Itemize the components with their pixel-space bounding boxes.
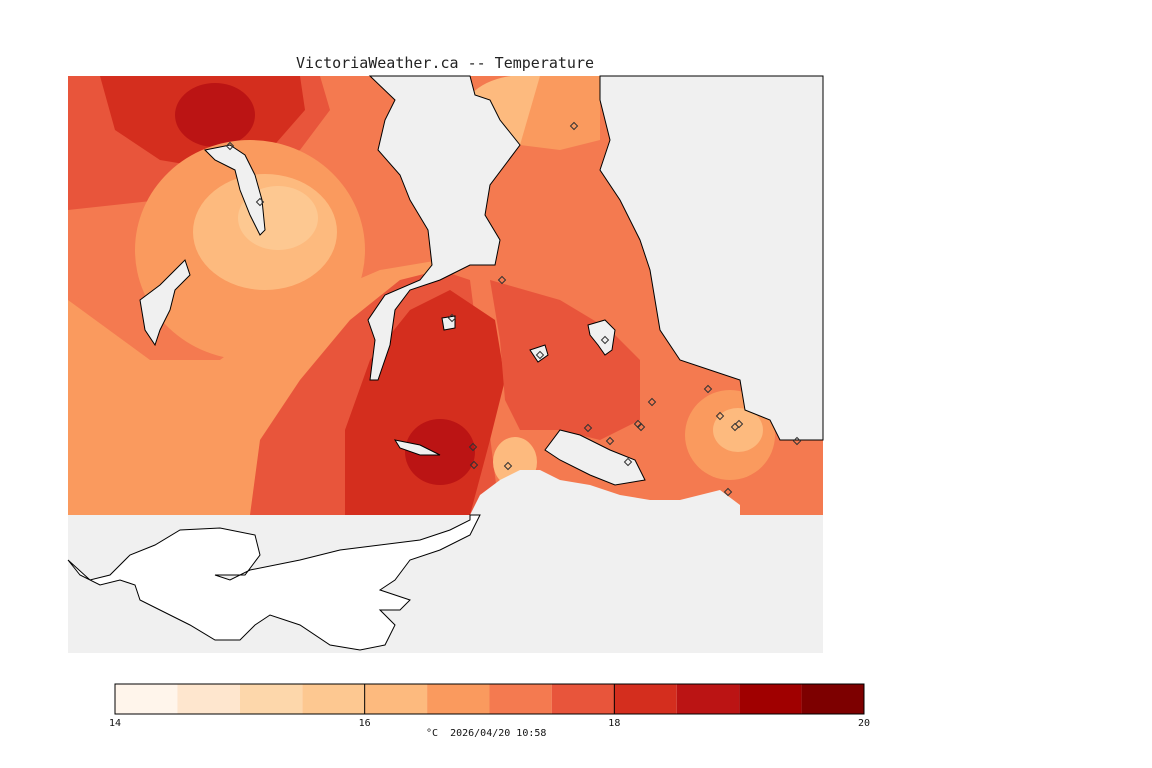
lake-prospect [529,344,549,363]
lake-elk [587,319,616,356]
colorbar-bin [676,684,740,714]
colorbar-bin [739,684,802,714]
colorbar-bin [115,684,178,714]
colorbar-bin [239,684,303,714]
station-diamond-icon[interactable] [703,384,713,394]
station-diamond-icon[interactable] [469,460,479,470]
units-timestamp-label: °C 2026/04/20 10:58 [426,728,547,739]
station-markers[interactable] [225,121,802,497]
station-diamond-icon[interactable] [569,121,579,131]
station-diamond-icon[interactable] [535,350,545,360]
station-diamond-icon[interactable] [583,423,593,433]
colorbar-tick-label: 16 [359,718,371,729]
station-diamond-icon[interactable] [503,461,513,471]
colorbar-tick-label: 18 [608,718,620,729]
colorbar-bin [427,684,490,714]
station-diamond-icon[interactable] [715,411,725,421]
lake-cowichan [203,144,266,236]
station-diamond-icon[interactable] [723,487,733,497]
olympic-peninsula-land [67,514,481,651]
station-diamond-icon[interactable] [468,442,478,452]
station-diamond-icon[interactable] [497,275,507,285]
colorbar-bin [364,684,428,714]
colorbar-bin [302,684,365,714]
station-diamond-icon[interactable] [447,313,457,323]
station-diamond-icon[interactable] [647,397,657,407]
station-diamond-icon[interactable] [605,436,615,446]
lake-sooke [393,439,441,456]
station-diamond-icon[interactable] [734,419,744,429]
colorbar-bin [614,684,677,714]
colorbar-tick-label: 20 [858,718,870,729]
colorbar-bin [551,684,615,714]
colorbar-bin [801,684,864,714]
station-diamond-icon[interactable] [255,197,265,207]
lake-shawnigan [139,259,191,347]
colorbar-bin [489,684,552,714]
colorbar-tick-label: 14 [109,718,121,729]
station-diamond-icon[interactable] [636,422,646,432]
station-diamond-icon[interactable] [225,141,235,151]
station-diamond-icon[interactable] [792,436,802,446]
map-title: VictoriaWeather.ca -- Temperature [296,54,595,72]
lake-small [441,315,456,331]
station-diamond-icon[interactable] [600,335,610,345]
colorbar-bin [177,684,240,714]
station-diamond-icon[interactable] [623,457,633,467]
